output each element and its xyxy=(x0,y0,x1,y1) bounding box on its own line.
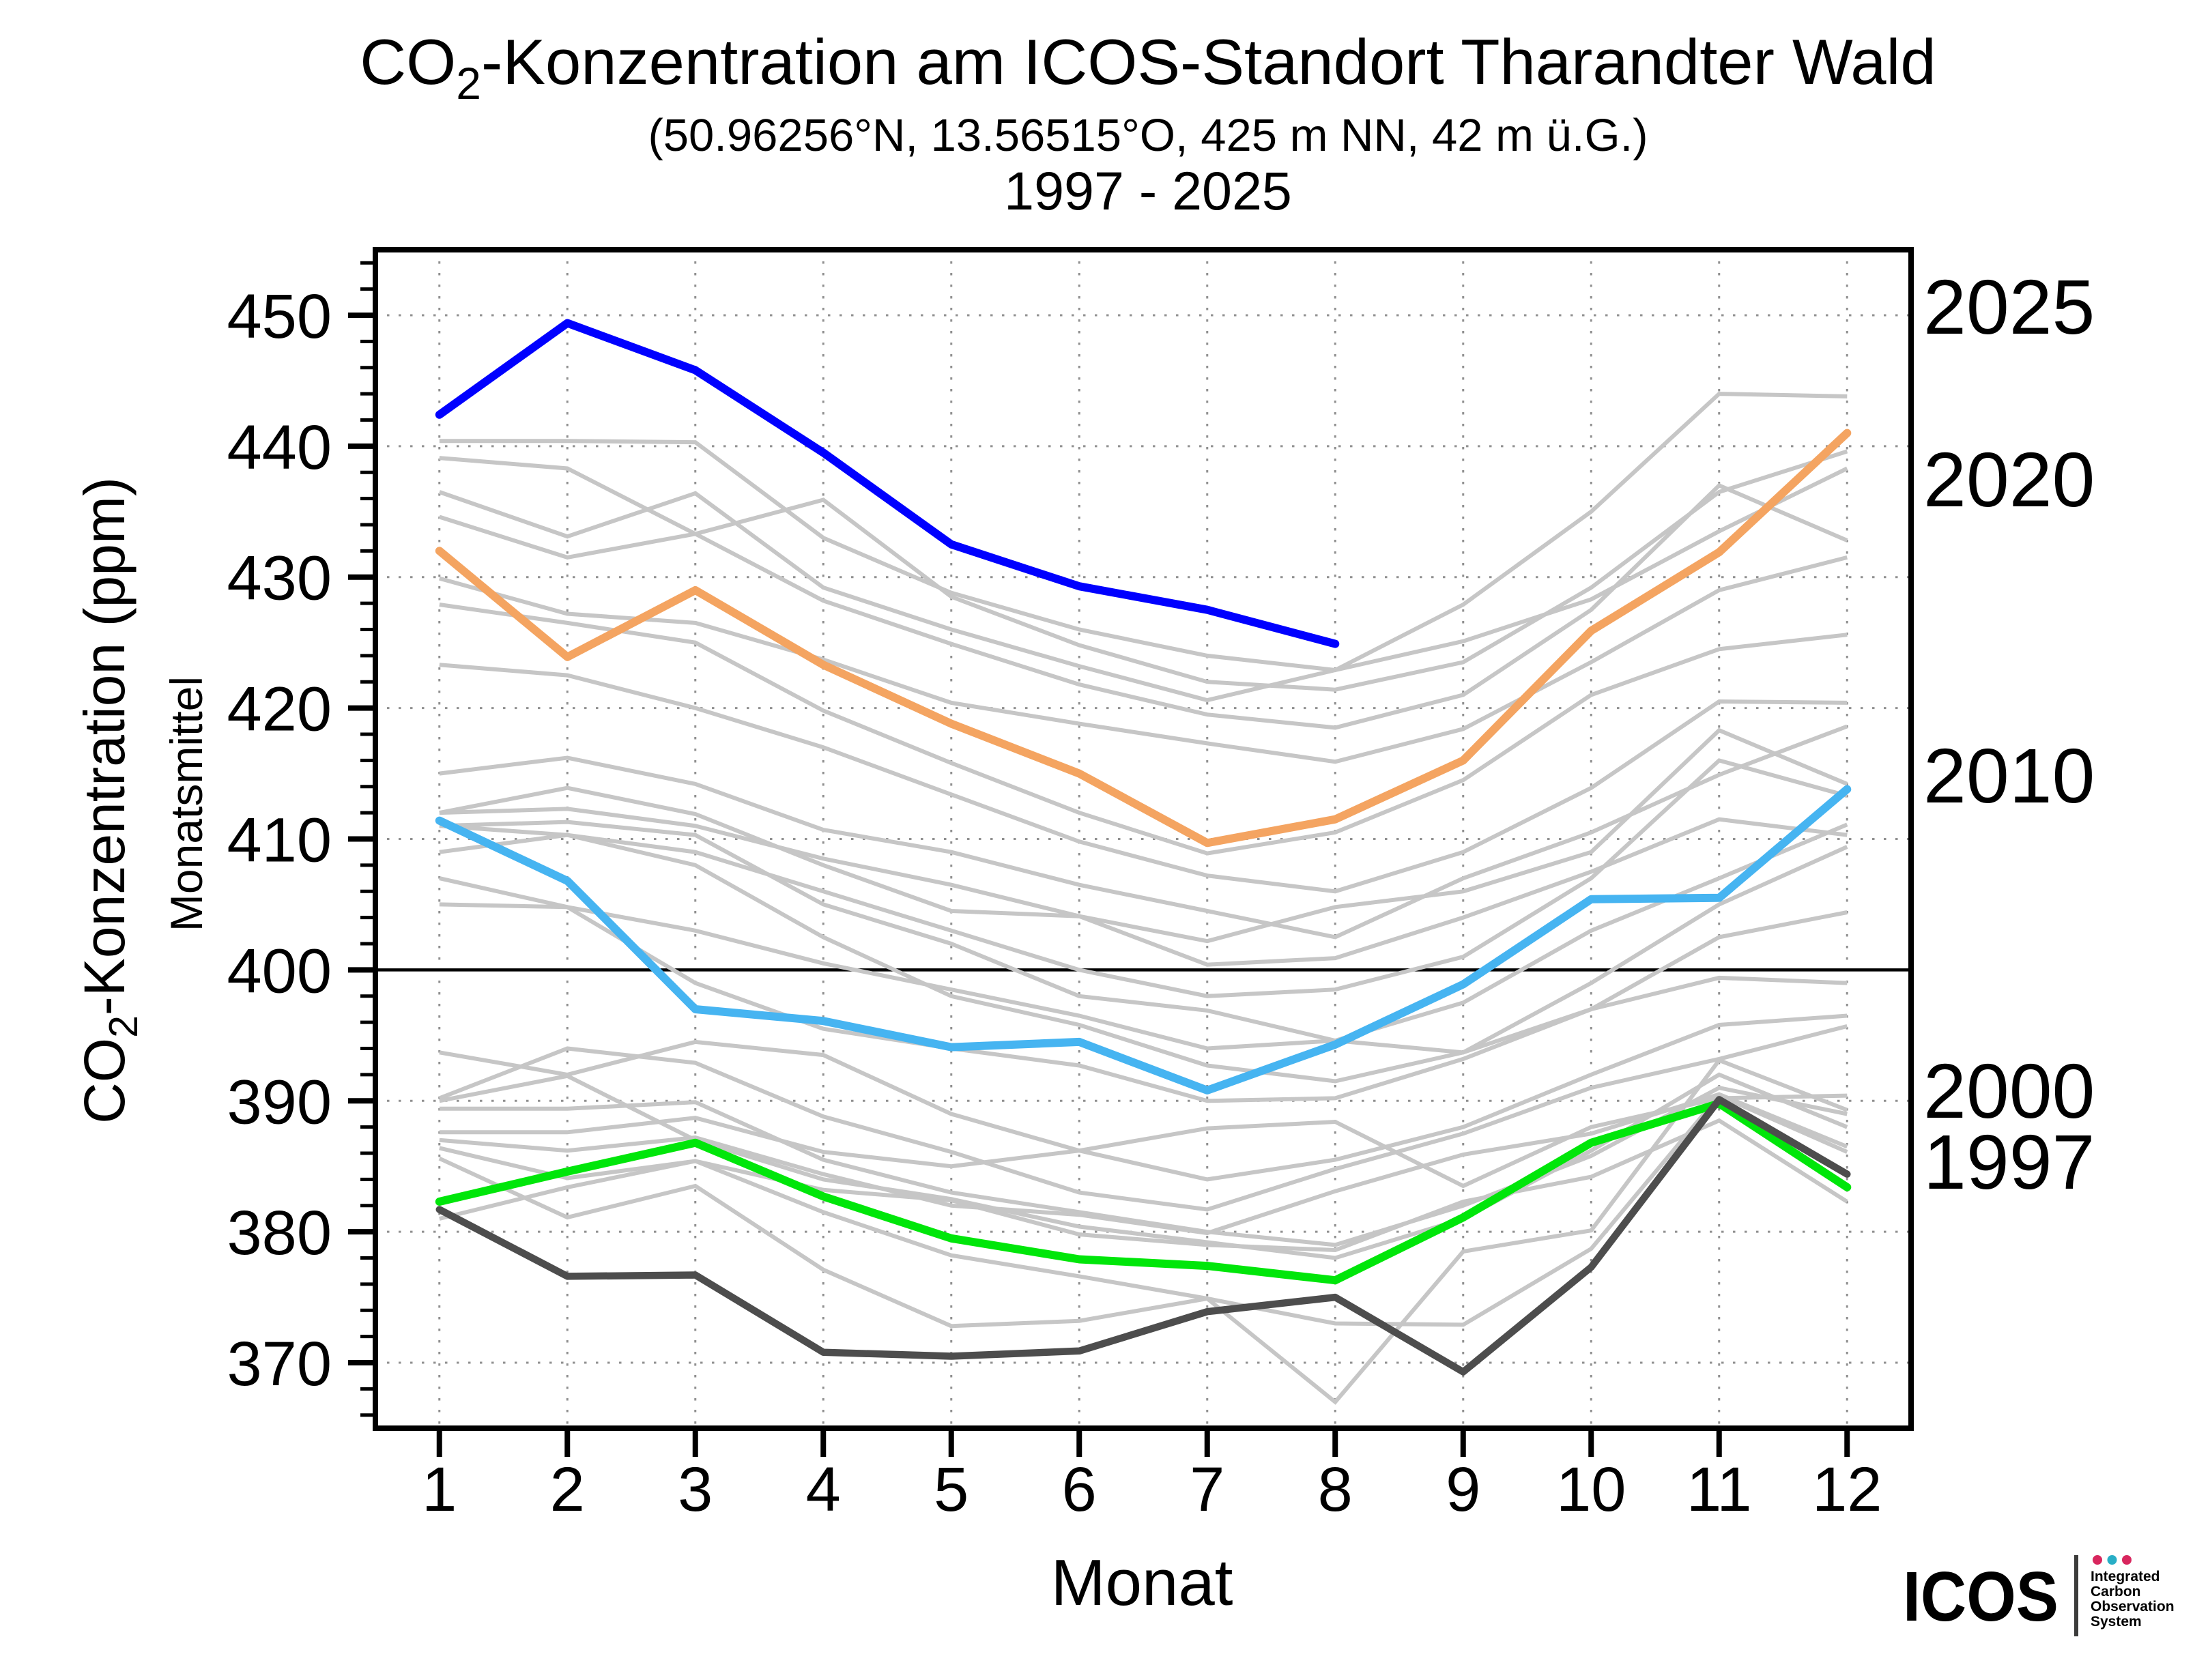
y-tick-label-400: 400 xyxy=(227,936,332,1006)
y-tick-label-450: 450 xyxy=(227,282,332,351)
series-2025 xyxy=(435,319,1340,648)
x-tick-label-9: 9 xyxy=(1446,1455,1480,1524)
icos-logo-text-line-1: Integrated xyxy=(2091,1569,2160,1584)
x-tick-label-1: 1 xyxy=(422,1455,457,1524)
x-tick-label-12: 12 xyxy=(1812,1455,1882,1524)
y-tick-label-430: 430 xyxy=(227,544,332,613)
year-label-2025: 2025 xyxy=(1923,264,2095,350)
series-2020 xyxy=(435,429,1852,848)
series-2023 xyxy=(439,449,1848,692)
icos-logo-dot-2 xyxy=(2107,1555,2117,1565)
year-label-1997: 1997 xyxy=(1923,1119,2095,1205)
x-tick-label-5: 5 xyxy=(934,1455,969,1524)
series-2015 xyxy=(439,727,1848,944)
chart-subtitle-period: 1997 - 2025 xyxy=(1004,160,1292,221)
icos-logo-text-line-3: Observation xyxy=(2091,1599,2175,1614)
y-tick-label-390: 390 xyxy=(227,1067,332,1137)
data-series xyxy=(435,319,1852,1405)
series-2019 xyxy=(438,555,1848,764)
x-tick-label-3: 3 xyxy=(678,1455,713,1524)
series-2007 xyxy=(439,1013,1848,1182)
axis-ticks xyxy=(348,261,1850,1457)
y-tick-label-380: 380 xyxy=(227,1198,332,1268)
x-tick-label-6: 6 xyxy=(1062,1455,1097,1524)
series-2017 xyxy=(439,663,1848,894)
y-tick-label-420: 420 xyxy=(227,675,332,744)
series-2016 xyxy=(439,724,1848,940)
x-axis-label: Monat xyxy=(1051,1546,1233,1619)
series-2004 xyxy=(439,1085,1848,1247)
series-2018 xyxy=(439,603,1848,856)
series-2013 xyxy=(439,822,1848,1051)
icos-logo-dot-1 xyxy=(2093,1555,2102,1565)
x-tick-label-2: 2 xyxy=(550,1455,585,1524)
chart-title-subscript: 2 xyxy=(456,58,481,108)
series-2006 xyxy=(438,1024,1848,1212)
series-2008 xyxy=(439,902,1848,1103)
y-axis-secondary-label: Monatsmittel xyxy=(161,676,212,931)
y-axis-label-subscript: 2 xyxy=(101,1015,146,1038)
icos-logo-dot-3 xyxy=(2122,1555,2132,1565)
year-label-2020: 2020 xyxy=(1923,437,2095,523)
series-2009 xyxy=(439,832,1848,1084)
chart-subtitle-location: (50.96256°N, 13.56515°O, 425 m NN, 42 m … xyxy=(648,110,1648,161)
series-2014 xyxy=(439,758,1848,998)
y-tick-label-410: 410 xyxy=(227,806,332,875)
icos-logo-divider xyxy=(2074,1555,2078,1636)
year-label-2010: 2010 xyxy=(1923,733,2095,819)
y-tick-label-370: 370 xyxy=(227,1329,332,1399)
series-1999 xyxy=(438,1058,1848,1405)
series-2010 xyxy=(435,785,1852,1095)
x-tick-label-7: 7 xyxy=(1190,1455,1224,1524)
series-2012 xyxy=(439,785,1848,967)
series-2003 xyxy=(439,1093,1848,1189)
series-2024 xyxy=(439,392,1848,673)
series-2001 xyxy=(439,1118,1848,1253)
icos-wordmark: ICOS xyxy=(1903,1557,2058,1636)
y-tick-label-440: 440 xyxy=(227,413,332,482)
series-2000 xyxy=(435,1099,1852,1285)
series-2011 xyxy=(439,820,1848,1055)
x-tick-label-11: 11 xyxy=(1687,1455,1752,1524)
icos-logo-text-line-2: Carbon xyxy=(2091,1584,2141,1599)
icos-logo-dots xyxy=(2093,1555,2132,1565)
x-tick-label-10: 10 xyxy=(1556,1455,1626,1524)
year-label-2000: 2000 xyxy=(1923,1048,2095,1134)
y-axis-label: CO2-Konzentration (ppm) xyxy=(72,477,146,1124)
x-tick-label-8: 8 xyxy=(1318,1455,1353,1524)
x-tick-label-4: 4 xyxy=(806,1455,841,1524)
series-1997 xyxy=(435,1096,1851,1376)
chart-title: CO2-Konzentration am ICOS-Standort Thara… xyxy=(360,26,1936,108)
series-2022 xyxy=(438,466,1848,703)
icos-logo-text-line-4: System xyxy=(2091,1614,2142,1630)
